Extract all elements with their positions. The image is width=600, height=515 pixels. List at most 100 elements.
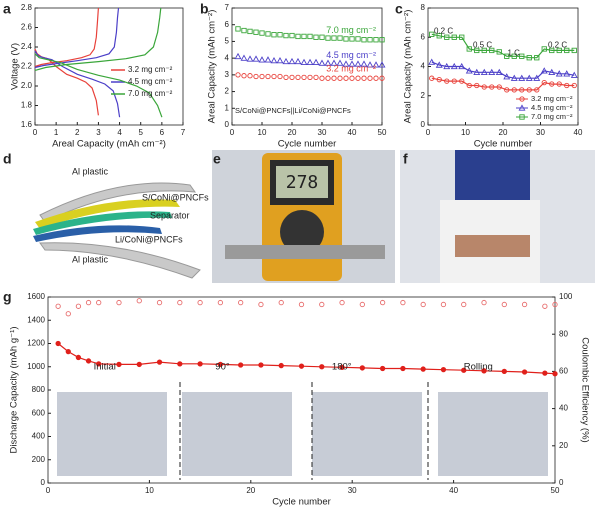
marker bbox=[474, 47, 480, 54]
x-tick-label: 10 bbox=[258, 128, 267, 137]
y2-tick-label: 40 bbox=[559, 404, 568, 413]
y-tick-label: 6 bbox=[421, 32, 426, 41]
marker bbox=[373, 37, 379, 43]
marker bbox=[549, 81, 555, 87]
series-line bbox=[431, 77, 575, 91]
marker bbox=[379, 37, 385, 43]
marker bbox=[435, 61, 443, 68]
marker bbox=[367, 37, 373, 43]
y-tick-label: 0 bbox=[225, 120, 230, 129]
marker bbox=[289, 32, 295, 39]
marker bbox=[542, 303, 548, 309]
y-tick-label: 0 bbox=[421, 120, 426, 129]
x-tick-label: 40 bbox=[574, 128, 583, 137]
y-tick-label: 2.6 bbox=[21, 23, 33, 32]
panel-label: c bbox=[395, 1, 403, 17]
y-tick-label: 5 bbox=[225, 37, 230, 46]
marker bbox=[481, 84, 487, 90]
marker bbox=[378, 61, 386, 68]
x-tick-label: 50 bbox=[551, 486, 560, 495]
marker bbox=[542, 370, 548, 376]
series-label: 4.5 mg cm⁻² bbox=[326, 50, 376, 60]
marker bbox=[265, 73, 271, 80]
x-tick-label: 6 bbox=[160, 128, 165, 137]
y-tick-label: 200 bbox=[32, 455, 46, 464]
legend-label: 3.2 mg cm⁻² bbox=[531, 94, 573, 103]
marker bbox=[96, 361, 102, 367]
marker bbox=[564, 47, 570, 54]
marker bbox=[400, 365, 406, 372]
photo-f bbox=[400, 150, 595, 283]
marker bbox=[337, 35, 343, 41]
marker bbox=[429, 75, 435, 81]
x-tick-label: 30 bbox=[318, 128, 327, 137]
y2-tick-label: 60 bbox=[559, 367, 568, 376]
plot-frame bbox=[231, 7, 383, 126]
legend-label: 7.0 mg cm⁻² bbox=[128, 89, 173, 98]
dividers bbox=[179, 382, 429, 480]
legend-label: 7.0 mg cm⁻² bbox=[531, 112, 573, 121]
legend-label: 4.5 mg cm⁻² bbox=[531, 103, 573, 112]
marker bbox=[366, 61, 374, 68]
marker bbox=[518, 104, 526, 111]
marker bbox=[246, 55, 254, 62]
marker bbox=[177, 361, 183, 367]
marker bbox=[466, 82, 472, 89]
marker bbox=[519, 114, 525, 120]
marker bbox=[540, 67, 548, 74]
marker bbox=[541, 79, 547, 86]
annotation: 0.2 C bbox=[548, 41, 567, 50]
x-tick-label: 50 bbox=[378, 128, 387, 137]
marker bbox=[526, 87, 532, 93]
legend-label: 4.5 mg cm⁻² bbox=[128, 77, 173, 86]
x-tick-label: 2 bbox=[75, 128, 80, 137]
marker bbox=[361, 37, 367, 43]
marker bbox=[65, 348, 71, 355]
marker bbox=[420, 301, 426, 308]
x-tick-label: 20 bbox=[288, 128, 297, 137]
marker bbox=[331, 35, 337, 41]
y-tick-label: 1000 bbox=[27, 362, 45, 371]
marker bbox=[436, 77, 442, 83]
y-tick-label: 2.4 bbox=[21, 42, 33, 51]
marker bbox=[271, 32, 277, 38]
x-tick-label: 5 bbox=[138, 128, 143, 137]
marker bbox=[217, 299, 224, 306]
schematic-d: Al plastic S/CoNi@PNCFs Separator Li/CoN… bbox=[33, 166, 209, 279]
marker bbox=[555, 70, 563, 77]
marker bbox=[556, 81, 562, 87]
marker bbox=[271, 73, 277, 80]
marker bbox=[444, 78, 450, 84]
marker bbox=[136, 298, 142, 304]
marker bbox=[481, 368, 487, 374]
y2-tick-label: 100 bbox=[559, 292, 573, 301]
marker bbox=[489, 84, 495, 90]
marker bbox=[277, 32, 283, 38]
marker bbox=[355, 36, 361, 42]
marker bbox=[197, 361, 203, 367]
marker bbox=[300, 58, 308, 65]
marker bbox=[501, 368, 507, 375]
series-line bbox=[431, 33, 575, 59]
x-axis-label: Cycle number bbox=[272, 497, 331, 508]
y-tick-label: 3 bbox=[225, 70, 230, 79]
marker bbox=[511, 87, 517, 93]
marker bbox=[458, 62, 466, 70]
x-tick-label: 10 bbox=[145, 486, 154, 495]
marker bbox=[359, 365, 365, 371]
marker bbox=[379, 75, 385, 81]
photos-g bbox=[57, 392, 548, 476]
marker bbox=[318, 59, 326, 66]
marker bbox=[436, 33, 442, 39]
y2-tick-label: 80 bbox=[559, 329, 568, 338]
marker bbox=[361, 75, 367, 81]
y-tick-label: 1400 bbox=[27, 315, 45, 324]
y-axis-label: Discharge Capacity (mAh g⁻¹) bbox=[9, 327, 20, 454]
marker bbox=[348, 60, 356, 67]
marker bbox=[372, 61, 380, 68]
marker bbox=[556, 47, 562, 54]
marker bbox=[313, 34, 319, 40]
marker bbox=[294, 57, 302, 65]
marker bbox=[564, 82, 570, 89]
y-axis-label: Areal Capacity (mAh cm⁻²) bbox=[403, 10, 414, 124]
